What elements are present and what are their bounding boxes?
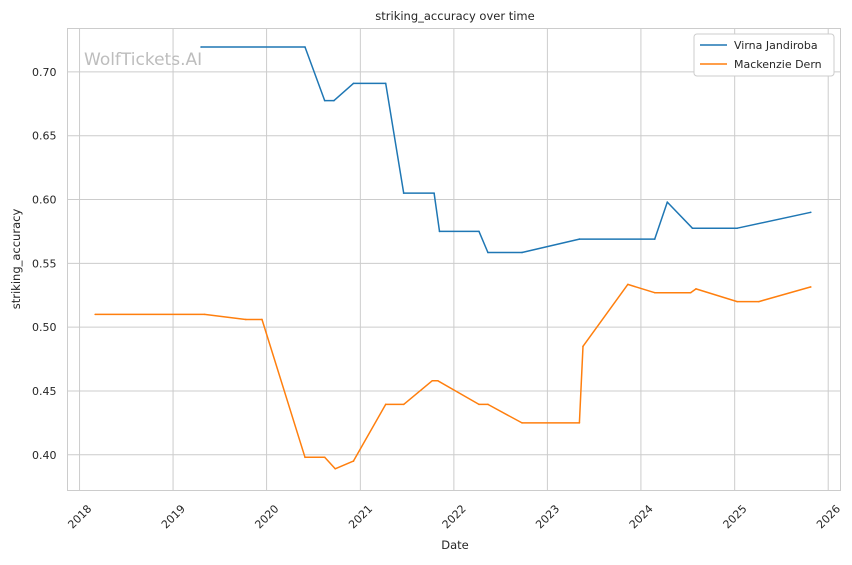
y-tick-label: 0.70 [32, 66, 57, 79]
data-point-virna-jandiroba [578, 238, 581, 240]
watermark: WolfTickets.AI [84, 50, 202, 70]
data-point-mackenzie-dern [352, 460, 355, 462]
data-point-mackenzie-dern [582, 345, 584, 348]
data-point-virna-jandiroba [352, 82, 355, 85]
y-tick-label: 0.40 [32, 449, 57, 462]
y-tick-label: 0.45 [32, 385, 57, 398]
data-point-mackenzie-dern [203, 313, 206, 316]
y-tick-label: 0.55 [32, 257, 57, 270]
data-point-mackenzie-dern [736, 300, 739, 303]
data-point-virna-jandiroba [438, 230, 441, 233]
data-point-mackenzie-dern [261, 318, 263, 321]
data-point-mackenzie-dern [627, 283, 629, 286]
data-point-mackenzie-dern [334, 468, 337, 470]
data-point-virna-jandiroba [521, 251, 523, 254]
y-axis-ticks: 0.40 0.45 0.50 0.55 0.60 0.65 0.70 [32, 66, 57, 462]
data-point-mackenzie-dern [245, 318, 247, 321]
data-point-mackenzie-dern [689, 291, 692, 294]
data-point-mackenzie-dern [487, 403, 489, 406]
data-point-mackenzie-dern [384, 403, 387, 406]
data-point-mackenzie-dern [402, 403, 405, 406]
legend-label-mackenzie-dern: Mackenzie Dern [734, 58, 822, 71]
data-point-virna-jandiroba [200, 46, 202, 48]
x-axis-label: Date [441, 538, 469, 552]
data-point-mackenzie-dern [578, 422, 581, 424]
legend-box [693, 33, 835, 77]
data-point-mackenzie-dern [478, 403, 480, 406]
y-tick-label: 0.65 [32, 130, 57, 143]
data-point-mackenzie-dern [695, 288, 697, 290]
data-point-virna-jandiroba [384, 82, 387, 85]
y-axis-label: striking_accuracy [9, 209, 23, 310]
data-point-virna-jandiroba [433, 192, 435, 194]
series-line-virna-jandiroba [201, 46, 811, 254]
data-point-mackenzie-dern [304, 456, 306, 459]
data-point-virna-jandiroba [478, 230, 480, 233]
legend-label-virna-jandiroba: Virna Jandiroba [734, 39, 818, 52]
data-point-virna-jandiroba [402, 192, 405, 194]
data-point-virna-jandiroba [653, 238, 656, 240]
data-point-virna-jandiroba [323, 99, 326, 102]
data-point-virna-jandiroba [736, 227, 739, 230]
data-point-mackenzie-dern [436, 379, 439, 382]
data-point-virna-jandiroba [333, 99, 335, 102]
data-point-virna-jandiroba [666, 201, 669, 203]
data-point-mackenzie-dern [809, 286, 812, 288]
data-point-mackenzie-dern [323, 456, 326, 459]
data-point-virna-jandiroba [809, 211, 812, 214]
data-point-virna-jandiroba [304, 46, 306, 48]
data-point-virna-jandiroba [487, 251, 489, 254]
chart-title: striking_accuracy over time [375, 9, 534, 23]
y-tick-label: 0.50 [32, 321, 57, 334]
data-point-mackenzie-dern [521, 422, 523, 424]
series-layer [94, 46, 812, 470]
series-line-mackenzie-dern [95, 283, 812, 470]
data-point-mackenzie-dern [757, 300, 760, 303]
data-point-mackenzie-dern [94, 313, 96, 316]
data-point-virna-jandiroba [691, 227, 694, 230]
y-tick-label: 0.60 [32, 194, 57, 207]
plot-frame [67, 28, 841, 491]
data-point-mackenzie-dern [653, 291, 656, 294]
legend: Virna Jandiroba Mackenzie Dern [693, 33, 835, 77]
data-point-mackenzie-dern [431, 379, 434, 382]
